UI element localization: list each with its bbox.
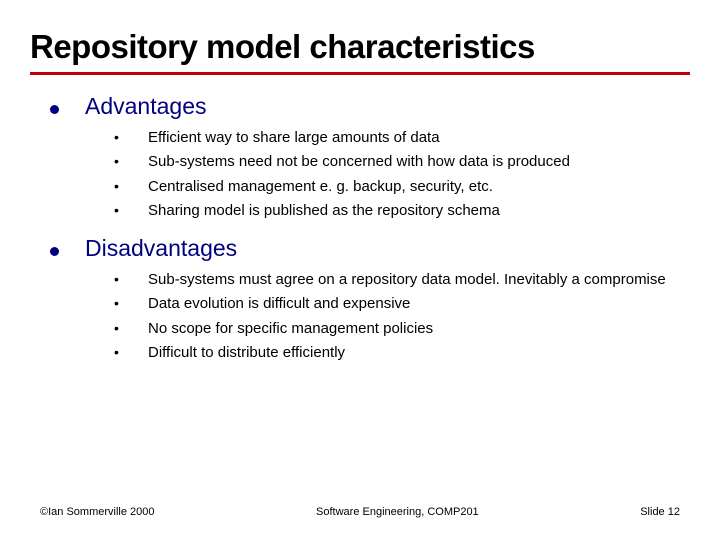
list-item: • Centralised management e. g. backup, s… bbox=[114, 177, 690, 197]
dot-icon: • bbox=[114, 202, 148, 218]
list-item: • Data evolution is difficult and expens… bbox=[114, 294, 690, 314]
title-rule bbox=[30, 72, 690, 75]
section-advantages: Advantages • Efficient way to share larg… bbox=[30, 93, 690, 221]
section-heading-row: Advantages bbox=[50, 93, 690, 120]
list-item: • Sharing model is published as the repo… bbox=[114, 201, 690, 221]
section-heading-row: Disadvantages bbox=[50, 235, 690, 262]
dot-icon: • bbox=[114, 344, 148, 360]
bullet-icon bbox=[50, 247, 59, 256]
item-text: Sub-systems need not be concerned with h… bbox=[148, 152, 570, 172]
section-heading: Advantages bbox=[85, 93, 206, 120]
section-disadvantages: Disadvantages • Sub-systems must agree o… bbox=[30, 235, 690, 363]
item-text: Difficult to distribute efficiently bbox=[148, 343, 345, 363]
item-list: • Sub-systems must agree on a repository… bbox=[50, 270, 690, 363]
item-list: • Efficient way to share large amounts o… bbox=[50, 128, 690, 221]
dot-icon: • bbox=[114, 178, 148, 194]
item-text: No scope for specific management policie… bbox=[148, 319, 433, 339]
footer-right: Slide 12 bbox=[640, 506, 680, 518]
item-text: Efficient way to share large amounts of … bbox=[148, 128, 440, 148]
list-item: • No scope for specific management polic… bbox=[114, 319, 690, 339]
slide-title: Repository model characteristics bbox=[30, 28, 690, 66]
list-item: • Sub-systems must agree on a repository… bbox=[114, 270, 690, 290]
item-text: Centralised management e. g. backup, sec… bbox=[148, 177, 493, 197]
dot-icon: • bbox=[114, 320, 148, 336]
slide: Repository model characteristics Advanta… bbox=[0, 0, 720, 540]
dot-icon: • bbox=[114, 129, 148, 145]
bullet-icon bbox=[50, 105, 59, 114]
item-text: Data evolution is difficult and expensiv… bbox=[148, 294, 410, 314]
dot-icon: • bbox=[114, 153, 148, 169]
list-item: • Difficult to distribute efficiently bbox=[114, 343, 690, 363]
list-item: • Efficient way to share large amounts o… bbox=[114, 128, 690, 148]
item-text: Sharing model is published as the reposi… bbox=[148, 201, 500, 221]
footer-left: ©Ian Sommerville 2000 bbox=[40, 506, 155, 518]
dot-icon: • bbox=[114, 295, 148, 311]
item-text: Sub-systems must agree on a repository d… bbox=[148, 270, 666, 290]
section-heading: Disadvantages bbox=[85, 235, 237, 262]
dot-icon: • bbox=[114, 271, 148, 287]
footer: ©Ian Sommerville 2000 Software Engineeri… bbox=[40, 506, 680, 518]
footer-center: Software Engineering, COMP201 bbox=[316, 506, 479, 518]
list-item: • Sub-systems need not be concerned with… bbox=[114, 152, 690, 172]
